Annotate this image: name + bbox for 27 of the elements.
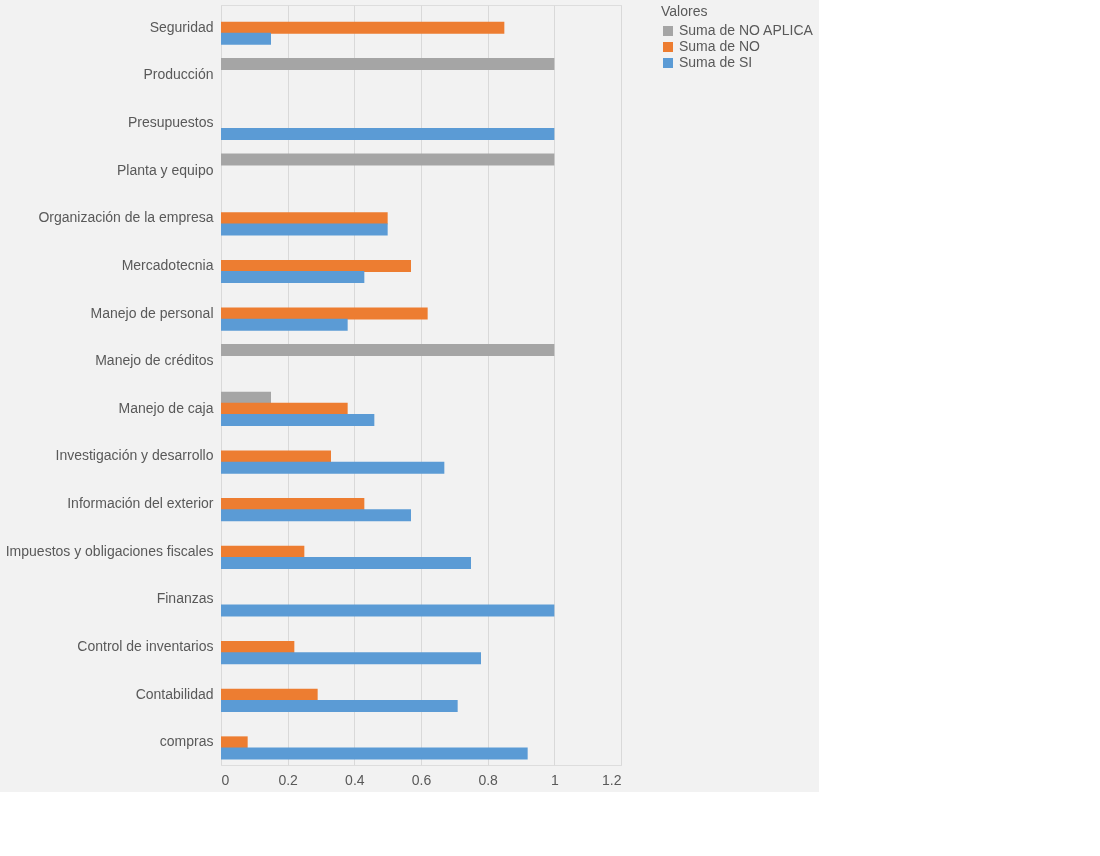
x-tick-label: 0 <box>221 771 230 788</box>
x-tick-label: 1.2 <box>602 771 622 788</box>
x-tick-label: 0.8 <box>478 771 499 788</box>
legend-label: Suma de NO <box>679 38 761 54</box>
x-tick-label: 0.2 <box>278 771 299 788</box>
legend-label: Suma de SI <box>679 54 753 70</box>
y-tick-label: Impuestos y obligaciones fiscales <box>5 542 214 559</box>
legend-title: Valores <box>661 3 708 19</box>
y-tick-label: Investigación y desarrollo <box>55 447 214 464</box>
y-tick-label: Manejo de caja <box>118 399 214 416</box>
x-tick-label: 0.4 <box>345 771 365 788</box>
y-tick-label: Información del exterior <box>67 495 214 512</box>
y-tick-label: Manejo de personal <box>90 304 214 321</box>
x-tick-label: 1 <box>550 771 559 788</box>
y-tick-label: Seguridad <box>149 18 214 35</box>
y-tick-label: Finanzas <box>156 590 214 607</box>
y-tick-label: Presupuestos <box>127 113 214 130</box>
y-tick-label: Producción <box>143 66 214 83</box>
y-tick-label: Mercadotecnia <box>121 256 214 273</box>
y-tick-label: Organización de la empresa <box>38 209 214 226</box>
y-tick-label: Manejo de créditos <box>95 352 214 369</box>
legend-label: Suma de NO APLICA <box>679 22 814 38</box>
y-tick-label: Contabilidad <box>135 685 214 702</box>
y-tick-label: Control de inventarios <box>77 638 214 655</box>
x-tick-label: 0.6 <box>411 771 432 788</box>
y-tick-label: Planta y equipo <box>116 161 214 178</box>
y-tick-label: compras <box>159 733 214 750</box>
